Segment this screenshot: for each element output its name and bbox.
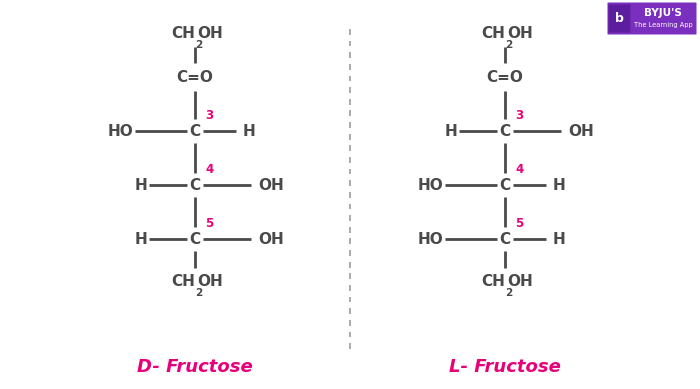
Text: OH: OH [568, 123, 594, 138]
Text: H: H [553, 177, 566, 193]
FancyBboxPatch shape [608, 2, 696, 35]
Text: CH: CH [481, 275, 505, 289]
Text: C=O: C=O [486, 70, 524, 84]
Text: The Learning App: The Learning App [634, 22, 692, 28]
Text: 2: 2 [505, 287, 512, 298]
FancyBboxPatch shape [608, 5, 631, 33]
Text: 3: 3 [205, 109, 213, 122]
Text: 4: 4 [205, 163, 214, 176]
Text: D- Fructose: D- Fructose [137, 358, 253, 376]
Text: OH: OH [507, 275, 533, 289]
Text: OH: OH [258, 177, 284, 193]
Text: 5: 5 [515, 217, 524, 230]
Text: C=O: C=O [176, 70, 214, 84]
Text: H: H [134, 231, 147, 247]
Text: OH: OH [197, 26, 223, 42]
Text: H: H [243, 123, 256, 138]
Text: H: H [553, 231, 566, 247]
Text: BYJU'S: BYJU'S [644, 8, 682, 18]
Text: L- Fructose: L- Fructose [449, 358, 561, 376]
Text: H: H [444, 123, 457, 138]
Text: C: C [190, 231, 201, 247]
Text: CH: CH [171, 26, 195, 42]
Text: C: C [190, 177, 201, 193]
Text: C: C [499, 231, 510, 247]
Text: 2: 2 [195, 287, 202, 298]
Text: CH: CH [481, 26, 505, 42]
Text: C: C [190, 123, 201, 138]
Text: b: b [615, 12, 624, 25]
Text: HO: HO [417, 177, 443, 193]
Text: HO: HO [107, 123, 133, 138]
Text: OH: OH [258, 231, 284, 247]
Text: C: C [499, 177, 510, 193]
Text: CH: CH [171, 275, 195, 289]
Text: HO: HO [417, 231, 443, 247]
Text: H: H [134, 177, 147, 193]
Text: 2: 2 [195, 40, 202, 49]
Text: 5: 5 [205, 217, 214, 230]
Text: OH: OH [197, 275, 223, 289]
Text: 2: 2 [505, 40, 512, 49]
Text: 4: 4 [515, 163, 524, 176]
Text: 3: 3 [515, 109, 523, 122]
Text: OH: OH [507, 26, 533, 42]
Text: C: C [499, 123, 510, 138]
